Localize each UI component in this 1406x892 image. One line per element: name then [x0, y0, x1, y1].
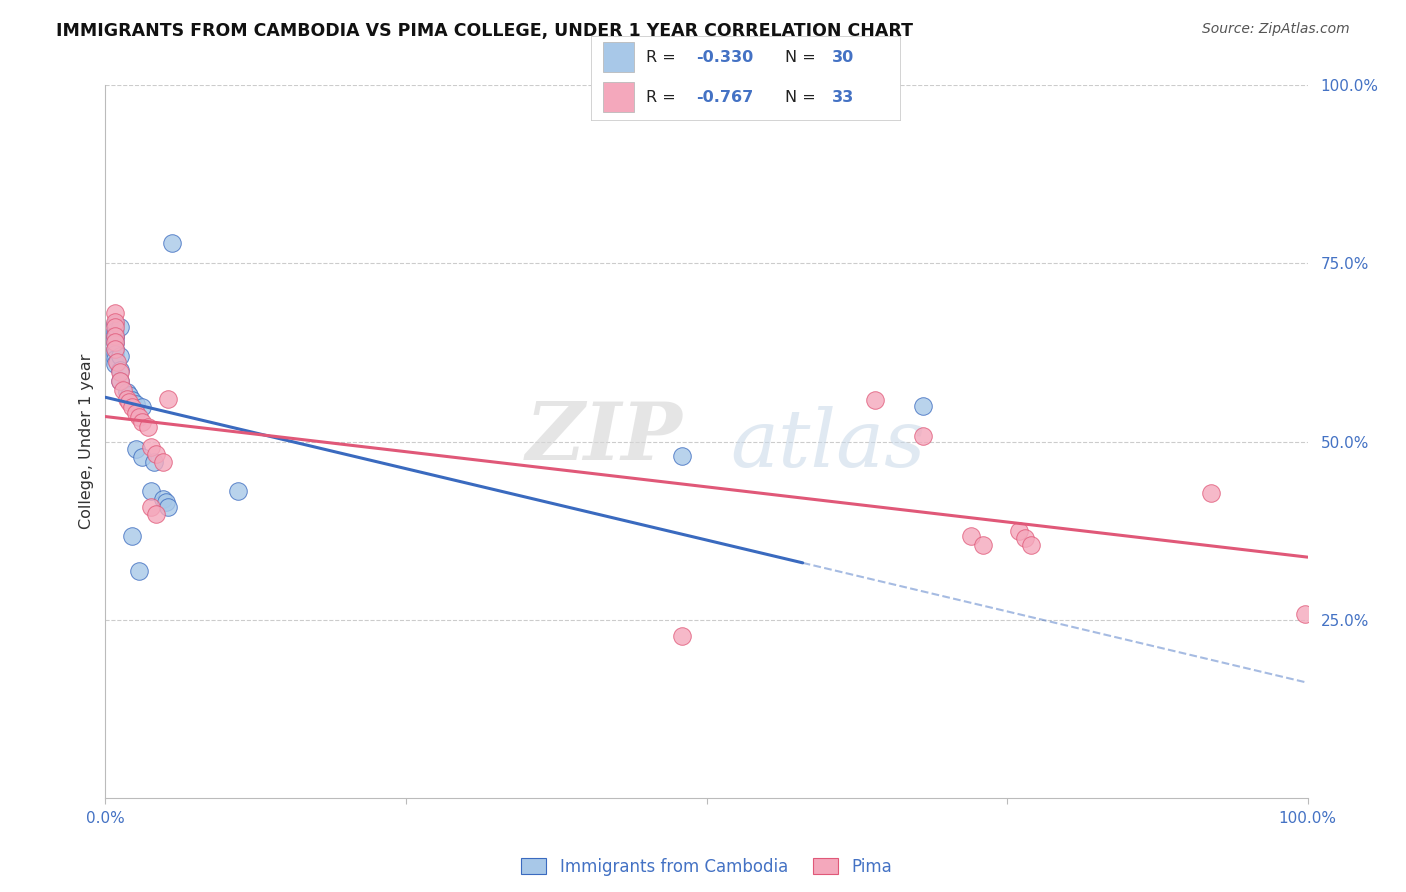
Text: -0.330: -0.330 [696, 50, 754, 65]
Text: ZIP: ZIP [526, 400, 682, 476]
Point [108, 365, 131, 379]
Point [112, 383, 135, 397]
Point [124, 442, 146, 456]
Point [863, 393, 886, 408]
Text: atlas: atlas [731, 407, 927, 483]
Point [671, 449, 693, 463]
Point [108, 349, 131, 363]
Point [104, 324, 127, 338]
Point [121, 529, 143, 543]
Point [124, 406, 146, 420]
Point [128, 565, 150, 579]
Point [155, 495, 177, 509]
Point [108, 320, 131, 334]
Point [104, 342, 127, 356]
Point [911, 399, 934, 413]
Point [108, 374, 131, 388]
Point [104, 315, 127, 329]
Point [104, 342, 127, 356]
Text: IMMIGRANTS FROM CAMBODIA VS PIMA COLLEGE, UNDER 1 YEAR CORRELATION CHART: IMMIGRANTS FROM CAMBODIA VS PIMA COLLEGE… [56, 22, 914, 40]
Point [118, 395, 141, 409]
Y-axis label: College, Under 1 year: College, Under 1 year [79, 354, 94, 529]
Text: -0.767: -0.767 [696, 89, 754, 104]
Point [104, 331, 127, 345]
Text: 33: 33 [832, 89, 853, 104]
Point [142, 454, 165, 468]
Point [139, 484, 162, 499]
Point [104, 351, 127, 366]
Point [121, 401, 143, 415]
Legend: Immigrants from Cambodia, Pima: Immigrants from Cambodia, Pima [515, 852, 898, 883]
Point [1201, 486, 1223, 500]
Point [152, 454, 174, 468]
Point [145, 447, 167, 461]
Point [108, 374, 131, 388]
Text: N =: N = [786, 89, 821, 104]
Text: N =: N = [786, 50, 821, 65]
Point [1019, 538, 1042, 552]
Point [104, 317, 127, 331]
Point [131, 450, 153, 465]
Point [139, 500, 162, 515]
Point [104, 334, 127, 349]
Text: Source: ZipAtlas.com: Source: ZipAtlas.com [1202, 22, 1350, 37]
Point [104, 306, 127, 320]
Point [139, 440, 162, 454]
Text: 30: 30 [832, 50, 853, 65]
Point [128, 409, 150, 424]
Point [1008, 524, 1031, 538]
Point [131, 401, 153, 415]
Point [152, 491, 174, 506]
Point [115, 392, 138, 406]
Point [104, 358, 127, 372]
Point [108, 363, 131, 377]
Point [911, 429, 934, 443]
Point [104, 329, 127, 343]
Point [1294, 607, 1316, 622]
Point [972, 538, 994, 552]
Point [226, 484, 249, 499]
Point [104, 347, 127, 361]
Point [131, 415, 153, 429]
Text: R =: R = [647, 89, 681, 104]
Point [160, 236, 183, 251]
Point [107, 354, 129, 368]
Point [145, 508, 167, 522]
Point [136, 420, 159, 434]
Point [104, 327, 127, 342]
Point [104, 336, 127, 351]
Point [960, 529, 983, 543]
FancyBboxPatch shape [603, 82, 634, 112]
Point [671, 629, 693, 643]
Point [156, 392, 179, 406]
Point [121, 393, 143, 408]
Point [104, 320, 127, 334]
Point [1014, 531, 1036, 545]
Point [124, 397, 146, 411]
Point [115, 384, 138, 399]
Point [156, 500, 179, 515]
Point [118, 388, 141, 402]
Text: R =: R = [647, 50, 681, 65]
FancyBboxPatch shape [603, 43, 634, 72]
